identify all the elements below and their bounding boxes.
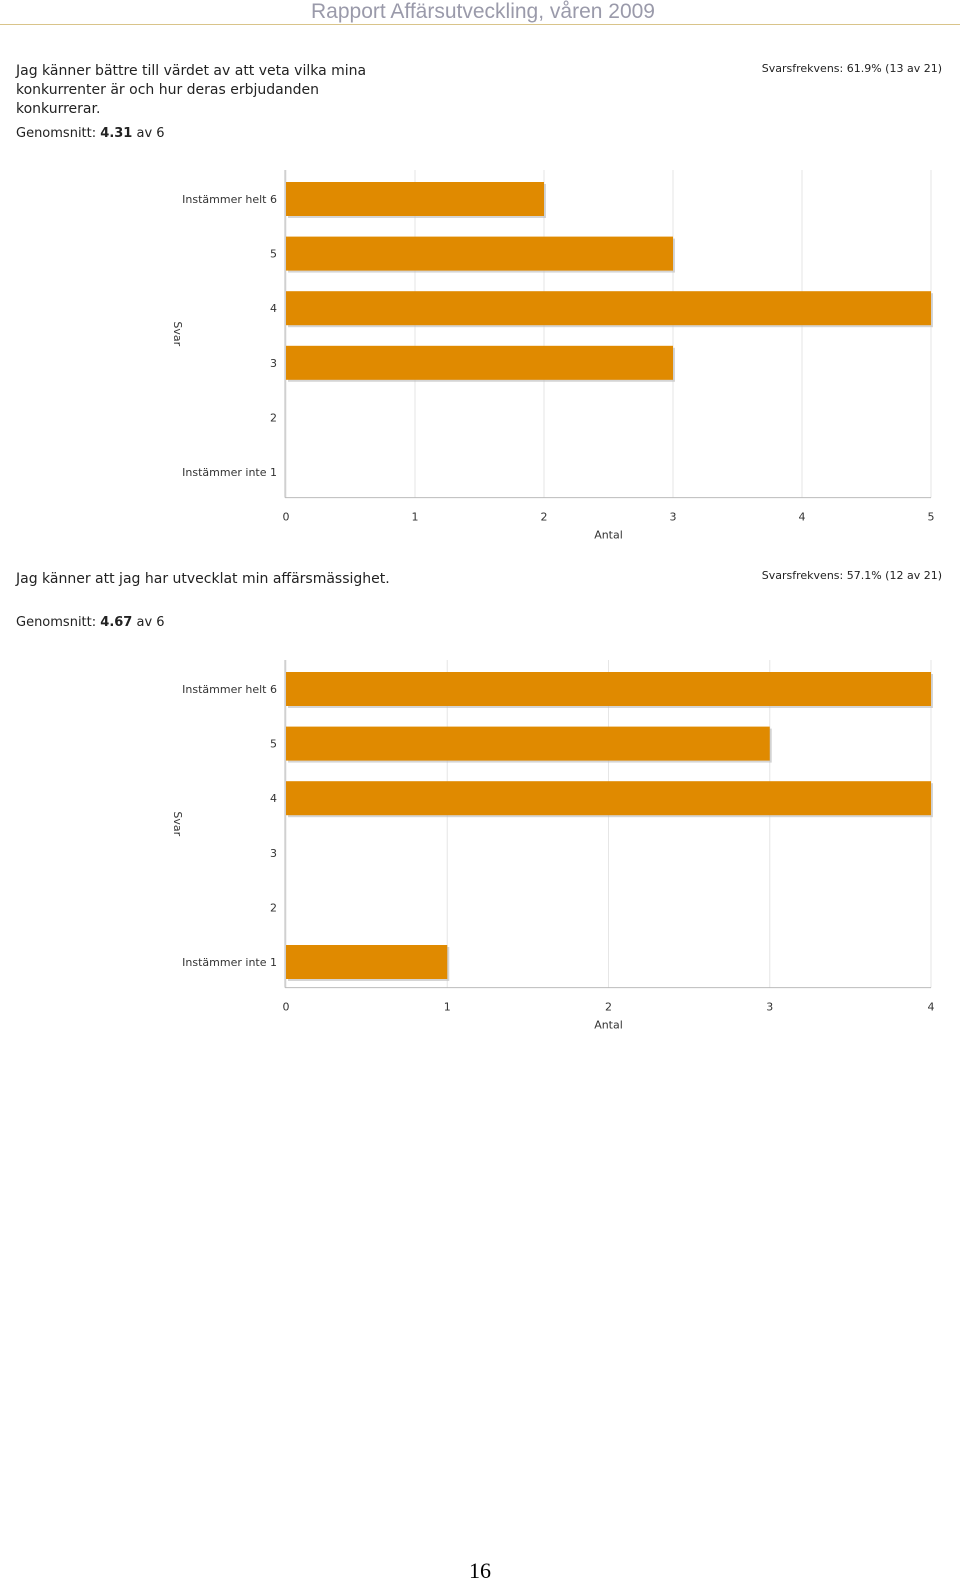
x-tick-label: 0 (283, 511, 290, 524)
category-label: 2 (270, 411, 277, 424)
bar (286, 182, 544, 216)
page-header: Rapport Affärsutveckling, våren 2009 (0, 0, 960, 26)
average-value: 4.67 (100, 615, 133, 630)
category-label: 3 (270, 847, 277, 860)
question-text: Jag känner att jag har utvecklat min aff… (16, 571, 390, 587)
x-tick-label: 4 (928, 1001, 935, 1014)
x-tick-label: 3 (766, 1001, 773, 1014)
header-divider (0, 24, 960, 25)
average-label: Genomsnitt: (16, 615, 97, 630)
bar-chart-1: Instämmer helt 6 5 4 3 2 Instämmer inte 1 0 1 2 3… (171, 170, 935, 542)
response-rate: Svarsfrekvens: 57.1% (12 av 21) (761, 569, 942, 582)
category-label: 5 (270, 738, 277, 751)
average-suffix: av 6 (136, 126, 165, 141)
category-label: 2 (270, 901, 277, 914)
x-axis-title: Antal (594, 1019, 623, 1032)
category-label: Instämmer helt 6 (182, 683, 277, 696)
x-tick-label: 1 (444, 1001, 451, 1014)
bar (286, 291, 931, 326)
report-title: Rapport Affärsutveckling, våren 2009 (311, 0, 655, 23)
average-label: Genomsnitt: (16, 126, 97, 141)
category-label: 4 (270, 792, 277, 805)
average-score: Genomsnitt: 4.31 av 6 (16, 126, 165, 141)
average-suffix: av 6 (136, 615, 165, 630)
average-value: 4.31 (100, 126, 133, 141)
bar-chart-2: Instämmer helt 6 5 4 3 2 Instämmer inte 1 0 1 2 3… (171, 660, 935, 1032)
question-text: Jag känner bättre till värdet av att vet… (16, 63, 367, 117)
y-axis-title: Svar (171, 811, 184, 836)
x-tick-label: 2 (605, 1001, 612, 1014)
x-tick-label: 3 (670, 511, 677, 524)
response-rate: Svarsfrekvens: 61.9% (13 av 21) (761, 62, 942, 75)
x-tick-label: 1 (412, 511, 419, 524)
bar (286, 345, 673, 380)
category-label: 4 (270, 302, 277, 315)
category-label: Instämmer inte 1 (182, 466, 277, 479)
x-tick-label: 2 (541, 511, 548, 524)
bar (286, 672, 931, 706)
category-label: 5 (270, 248, 277, 261)
average-score: Genomsnitt: 4.67 av 6 (16, 615, 165, 630)
page-number: 16 (469, 1558, 491, 1583)
bar (286, 945, 448, 979)
category-label: 3 (270, 357, 277, 370)
bar (286, 726, 770, 761)
x-tick-label: 5 (928, 511, 935, 524)
category-label: Instämmer helt 6 (182, 193, 277, 206)
y-axis-title: Svar (171, 321, 184, 346)
bar (286, 781, 931, 816)
bar (286, 236, 673, 271)
x-axis-title: Antal (594, 529, 623, 542)
x-tick-label: 0 (283, 1001, 290, 1014)
category-label: Instämmer inte 1 (182, 956, 277, 969)
x-tick-label: 4 (799, 511, 806, 524)
